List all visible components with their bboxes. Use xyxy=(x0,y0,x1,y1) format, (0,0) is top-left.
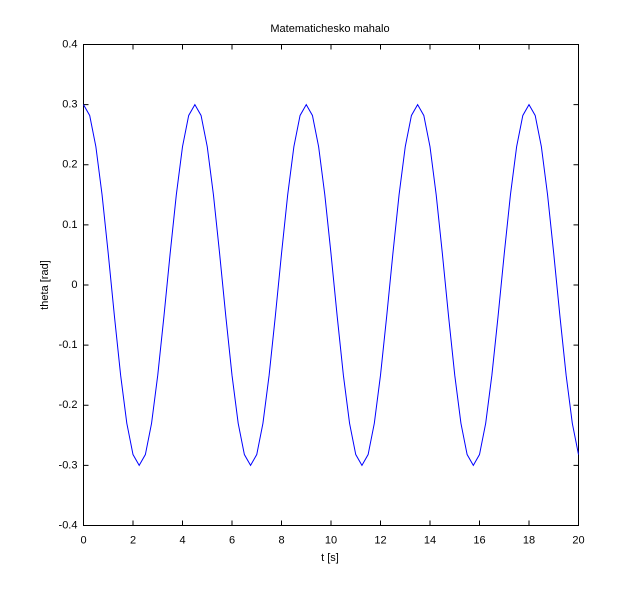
y-tick-label: -0.3 xyxy=(59,459,78,471)
x-tick-label: 8 xyxy=(278,534,284,546)
y-tick-label: 0.4 xyxy=(62,38,77,50)
x-tick-label: 4 xyxy=(179,534,185,546)
x-tick-label: 18 xyxy=(523,534,535,546)
x-tick-label: 6 xyxy=(229,534,235,546)
plot-area xyxy=(83,44,579,526)
x-tick-label: 0 xyxy=(80,534,86,546)
y-tick-label: -0.4 xyxy=(59,519,78,531)
y-axis-label: theta [rad] xyxy=(39,260,51,310)
data-line xyxy=(83,103,579,467)
x-tick-label: 12 xyxy=(374,534,386,546)
x-tick-label: 10 xyxy=(325,534,337,546)
x-tick-label: 14 xyxy=(424,534,436,546)
y-tick-label: 0 xyxy=(71,279,77,291)
x-tick-label: 2 xyxy=(130,534,136,546)
x-axis-label: t [s] xyxy=(321,552,339,564)
y-tick-label: 0.2 xyxy=(62,159,77,171)
y-tick-label: -0.1 xyxy=(59,339,78,351)
chart-title: Matematichesko mahalo xyxy=(270,23,389,35)
x-tick-label: 20 xyxy=(572,534,584,546)
y-tick-label: 0.1 xyxy=(62,219,77,231)
x-tick-label: 16 xyxy=(473,534,485,546)
y-tick-label: -0.2 xyxy=(59,399,78,411)
y-tick-label: 0.3 xyxy=(62,99,77,111)
